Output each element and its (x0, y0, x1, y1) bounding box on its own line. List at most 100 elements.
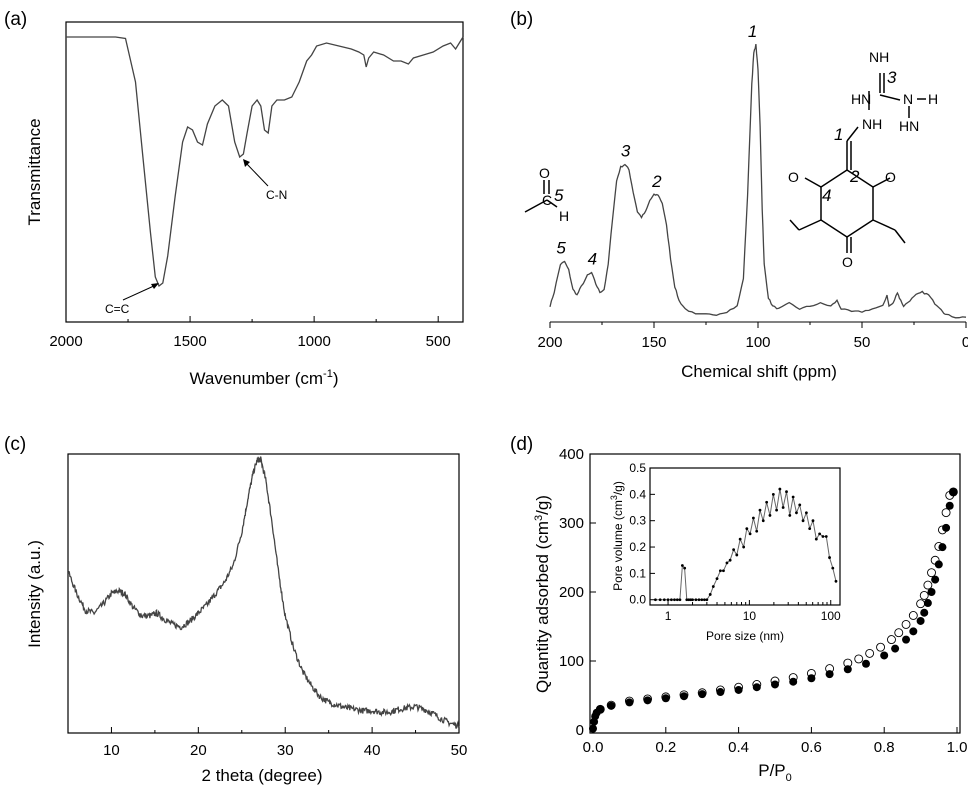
pore-size-point (755, 529, 759, 533)
pore-size-point (761, 519, 765, 523)
pore-size-point (735, 553, 739, 557)
pore-size-point (715, 577, 719, 581)
adsorption-point (843, 665, 852, 674)
pore-size-point (658, 598, 662, 602)
inset-plot-frame (649, 467, 841, 606)
polymer-structure-icon: O O O 1 2 4 NH HN 3 NH N H HN (788, 49, 938, 270)
ir-y-axis-label: Transmittance (25, 118, 44, 225)
bet-x-tick-label: 0.2 (655, 739, 676, 756)
adsorption-point (589, 724, 597, 733)
inset-y-tick-label: 0.5 (629, 461, 646, 475)
nmr-x-tick-label: 0 (962, 334, 968, 351)
svg-text:H: H (928, 91, 938, 107)
pore-size-point (728, 558, 732, 562)
nmr-peak-label: 4 (588, 250, 597, 269)
pore-size-point (694, 598, 698, 602)
inset-x-tick-label: 10 (743, 609, 757, 623)
pore-size-point (718, 569, 722, 573)
pore-size-point (705, 598, 709, 602)
pore-size-point (697, 598, 701, 602)
svg-text:NH: NH (869, 49, 889, 65)
adsorption-point (934, 560, 943, 569)
adsorption-point (734, 685, 743, 694)
adsorption-point (661, 694, 670, 703)
svg-text:5: 5 (554, 186, 564, 205)
adsorption-point (916, 616, 925, 625)
desorption-point (941, 508, 951, 518)
pore-size-point (778, 487, 782, 491)
pore-size-point (711, 585, 715, 588)
nmr-spectrum-line (549, 43, 967, 319)
adsorption-point (825, 670, 834, 679)
xrd-y-axis-label: Intensity (a.u.) (25, 540, 44, 648)
desorption-point (923, 580, 933, 590)
bet-y-tick-label: 0 (576, 722, 584, 739)
nmr-x-tick-label: 200 (537, 334, 562, 351)
pore-size-point (791, 495, 795, 499)
pore-size-point (732, 548, 736, 552)
svg-text:O: O (842, 254, 853, 270)
svg-text:O: O (539, 165, 550, 181)
ir-x-axis-label: Wavenumber (cm-1) (190, 368, 339, 388)
ir-spectrum-line (66, 36, 464, 288)
pore-size-point (691, 598, 694, 602)
adsorption-point (680, 692, 688, 701)
adsorption-point (931, 575, 940, 584)
adsorption-point (643, 696, 652, 705)
pore-size-point (683, 566, 687, 570)
bet-y-tick-label: 100 (559, 653, 584, 670)
xrd-x-tick-label: 20 (190, 742, 207, 759)
desorption-point (894, 628, 904, 638)
adsorption-point (771, 680, 779, 689)
svg-text:HN: HN (899, 118, 919, 134)
panel-label-d: (d) (510, 434, 533, 455)
xrd-x-tick-label: 10 (103, 742, 120, 759)
adsorption-point (945, 501, 954, 510)
pore-size-point (722, 569, 725, 573)
pore-size-point (758, 508, 762, 512)
adsorption-point (807, 674, 816, 683)
adsorption-point (920, 608, 929, 617)
desorption-point (887, 635, 896, 645)
bet-y-axis-label: Quantity adsorbed (cm3/g) (533, 495, 552, 693)
pore-size-point (670, 598, 673, 602)
pore-size-point (801, 519, 805, 523)
desorption-point (854, 654, 864, 664)
pore-size-point (666, 598, 670, 602)
desorption-point (916, 599, 926, 609)
ir-spectrum-panel: 2000 1500 1000 500 Wavenumber (cm-1) Transm… (25, 21, 464, 388)
cc-annotation-arrow (122, 284, 157, 301)
svg-text:3: 3 (887, 68, 897, 87)
xrd-plot-frame (67, 453, 460, 734)
svg-text:NH: NH (862, 116, 882, 132)
nmr-x-tick-label: 50 (854, 334, 871, 351)
pore-size-point (775, 508, 778, 512)
adsorption-point (880, 651, 889, 660)
pore-size-point (745, 527, 749, 530)
svg-text:C: C (542, 192, 552, 208)
ir-x-tick-label: 2000 (49, 333, 82, 350)
svg-text:4: 4 (822, 186, 831, 205)
pore-size-point (738, 537, 742, 541)
adsorption-point (923, 599, 932, 608)
adsorption-point (938, 543, 947, 552)
svg-text:O: O (885, 169, 896, 185)
inset-y-tick-label: 0.4 (629, 487, 646, 501)
xrd-x-tick-label: 40 (364, 742, 381, 759)
pore-size-point (673, 598, 676, 602)
pore-size-point (831, 566, 835, 570)
cn-annotation-arrow (244, 161, 269, 187)
adsorption-point (698, 690, 707, 699)
svg-text:2: 2 (849, 167, 860, 186)
pore-size-point (700, 598, 704, 602)
inset-axis-ticks: 1 10 100 0.0 0.1 0.2 0.3 0.4 0.5 (629, 461, 841, 623)
adsorption-point (596, 705, 605, 714)
bet-y-tick-label: 200 (559, 584, 584, 601)
bet-y-tick-label: 300 (559, 515, 584, 532)
pore-size-point (725, 561, 729, 565)
pore-size-point (788, 514, 792, 517)
bet-x-tick-label: 0.4 (728, 739, 749, 756)
pore-size-point (771, 492, 775, 496)
pore-size-point (751, 516, 755, 520)
pore-size-point (708, 593, 712, 596)
